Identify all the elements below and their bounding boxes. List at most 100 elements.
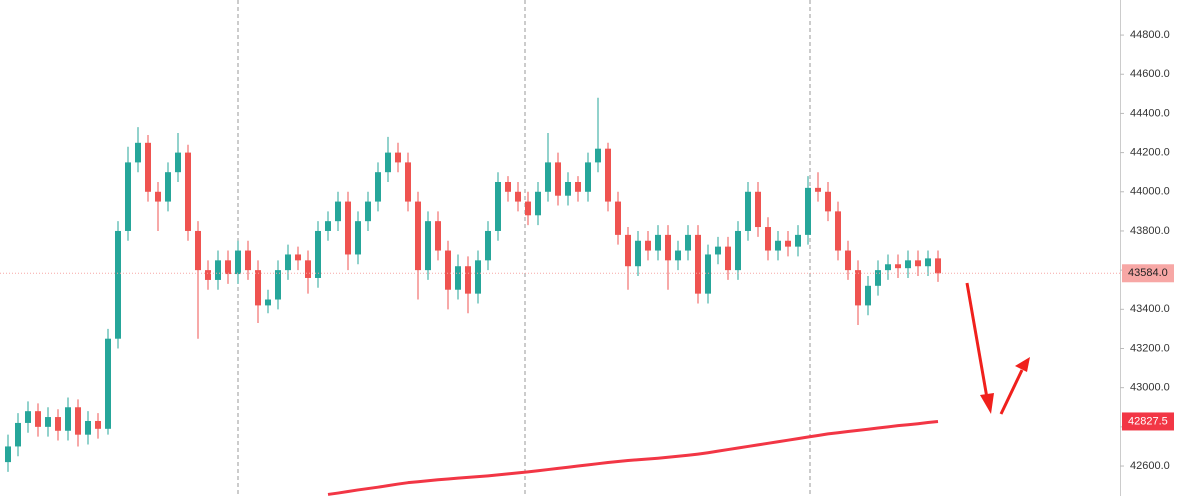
candle-body bbox=[915, 260, 921, 267]
candle-body bbox=[45, 417, 51, 427]
moving-average-line bbox=[327, 419, 939, 496]
candle-body bbox=[235, 250, 241, 275]
candle-body bbox=[705, 254, 711, 294]
candle-body bbox=[785, 240, 791, 247]
candle-body bbox=[755, 191, 761, 228]
candle-body bbox=[645, 240, 651, 251]
price-label-box bbox=[1122, 264, 1174, 283]
candle-body bbox=[95, 420, 101, 429]
candle-body bbox=[435, 221, 441, 251]
candle-body bbox=[215, 260, 221, 280]
candle-body bbox=[485, 230, 491, 261]
arrow-up bbox=[999, 369, 1024, 415]
candle-body bbox=[385, 152, 391, 173]
candle-body bbox=[565, 181, 571, 196]
candle-body bbox=[515, 191, 521, 202]
candle-body bbox=[295, 254, 301, 261]
candle-body bbox=[935, 258, 941, 274]
candle-body bbox=[125, 162, 131, 231]
candle-body bbox=[665, 234, 671, 261]
candle-body bbox=[615, 201, 621, 235]
candle-body bbox=[495, 181, 501, 231]
y-tick-label: 44400.0 bbox=[1130, 107, 1170, 119]
candle-body bbox=[745, 191, 751, 231]
candle-body bbox=[775, 240, 781, 251]
candle-body bbox=[225, 260, 231, 275]
candle-body bbox=[575, 181, 581, 192]
candle-body bbox=[925, 258, 931, 267]
candle-body bbox=[15, 422, 21, 447]
candle-body bbox=[895, 264, 901, 269]
candle-body bbox=[195, 230, 201, 271]
arrow-down bbox=[965, 282, 989, 399]
candle-body bbox=[395, 152, 401, 163]
candle-body bbox=[465, 266, 471, 294]
candle-body bbox=[525, 201, 531, 216]
candle-body bbox=[795, 234, 801, 247]
candle-body bbox=[85, 420, 91, 435]
candle-body bbox=[555, 162, 561, 196]
price-label: 43584.0 bbox=[1128, 267, 1168, 279]
candle-body bbox=[365, 201, 371, 222]
candle-body bbox=[835, 211, 841, 251]
candle-body bbox=[285, 254, 291, 271]
candle-body bbox=[625, 234, 631, 267]
candle-body bbox=[65, 407, 71, 431]
candle-body bbox=[255, 270, 261, 306]
candle-body bbox=[265, 299, 271, 306]
candle-body bbox=[635, 240, 641, 267]
candle-body bbox=[805, 187, 811, 235]
candle-body bbox=[175, 152, 181, 173]
candle-body bbox=[855, 270, 861, 306]
candle-body bbox=[5, 446, 11, 463]
arrowhead bbox=[1015, 357, 1030, 372]
candle-body bbox=[905, 260, 911, 269]
candle-body bbox=[135, 142, 141, 163]
candle-body bbox=[275, 270, 281, 300]
candle-body bbox=[875, 270, 881, 286]
candle-body bbox=[335, 201, 341, 222]
candle-body bbox=[375, 172, 381, 202]
candle-body bbox=[735, 230, 741, 271]
candle-body bbox=[325, 221, 331, 231]
candle-body bbox=[145, 142, 151, 192]
candle-body bbox=[415, 201, 421, 271]
candle-body bbox=[655, 234, 661, 251]
candle-body bbox=[445, 250, 451, 290]
candle-body bbox=[305, 260, 311, 278]
candle-body bbox=[75, 407, 81, 435]
candle-body bbox=[865, 285, 871, 306]
candle-body bbox=[675, 250, 681, 261]
candle-body bbox=[475, 260, 481, 294]
candle-body bbox=[55, 417, 61, 431]
candle-body bbox=[605, 148, 611, 202]
price-label-box bbox=[1122, 412, 1174, 431]
candle-body bbox=[765, 227, 771, 251]
candle-body bbox=[535, 191, 541, 216]
candle-body bbox=[595, 148, 601, 163]
candle-body bbox=[245, 250, 251, 271]
candle-body bbox=[25, 411, 31, 423]
candle-body bbox=[355, 221, 361, 255]
price-label: 42827.5 bbox=[1128, 415, 1168, 427]
candle-body bbox=[405, 162, 411, 202]
candle-body bbox=[685, 234, 691, 251]
candle-body bbox=[815, 187, 821, 192]
candle-body bbox=[155, 191, 161, 202]
y-tick-label: 42600.0 bbox=[1130, 460, 1170, 472]
candle-body bbox=[505, 181, 511, 192]
y-tick-label: 44600.0 bbox=[1130, 68, 1170, 80]
candle-body bbox=[35, 411, 41, 427]
candle-body bbox=[345, 201, 351, 255]
y-tick-label: 44800.0 bbox=[1130, 29, 1170, 41]
candle-body bbox=[715, 246, 721, 255]
candle-body bbox=[165, 172, 171, 202]
y-tick-label: 44200.0 bbox=[1130, 147, 1170, 159]
forecast-arrows bbox=[965, 282, 1030, 415]
plot-area bbox=[5, 97, 941, 472]
y-tick-label: 43200.0 bbox=[1130, 342, 1170, 354]
candle-body bbox=[545, 162, 551, 192]
candle-body bbox=[455, 266, 461, 290]
arrowhead bbox=[980, 393, 994, 414]
